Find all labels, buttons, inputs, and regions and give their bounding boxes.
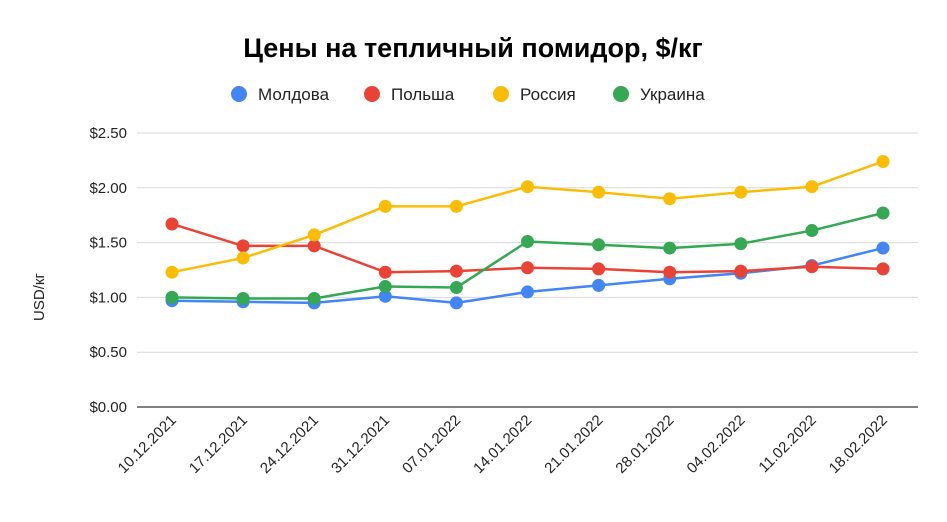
x-tick-label: 28.01.2022	[612, 412, 677, 477]
legend-label: Молдова	[258, 85, 330, 104]
series-3-point	[521, 180, 534, 194]
series-4-point	[236, 291, 250, 305]
series-4-point	[521, 235, 534, 249]
series-2-point	[734, 264, 748, 278]
y-tick-label: $0.00	[89, 399, 127, 416]
x-tick-label: 18.02.2022	[826, 412, 891, 477]
y-tick-label: $1.00	[89, 289, 127, 306]
series-2-point	[236, 239, 250, 253]
series-3-point	[663, 192, 677, 206]
series-2-point	[805, 260, 819, 274]
y-tick-label: $0.50	[89, 344, 127, 361]
legend-item: Молдова	[231, 85, 330, 104]
series-3-point	[876, 154, 890, 168]
series-3-point	[449, 199, 463, 213]
series-4-point	[663, 241, 677, 255]
series-1-point	[521, 285, 534, 299]
x-tick-label: 14.01.2022	[470, 412, 535, 477]
legend-item: Украина	[613, 85, 705, 104]
series-3-point	[734, 185, 748, 199]
x-tick-label: 07.01.2022	[399, 412, 464, 477]
series-2-point	[165, 217, 179, 231]
series-2-point	[521, 261, 534, 275]
series-2-point	[449, 264, 463, 278]
legend-label: Польша	[391, 85, 455, 104]
legend-marker	[613, 86, 629, 102]
legend-marker	[231, 86, 247, 102]
series-1-point	[378, 289, 392, 303]
legend: Молдова Польша Россия Украина	[231, 85, 705, 104]
series-2-point	[307, 239, 321, 253]
y-axis-ticks: $0.00 $0.50 $1.00 $1.50 $2.00 $2.50	[89, 125, 127, 416]
y-axis-title: USD/кг	[31, 273, 48, 321]
series-4-point	[307, 291, 321, 305]
series-3-line	[171, 160, 884, 274]
x-axis-ticks: 10.12.2021 17.12.2021 24.12.2021 31.12.2021…	[115, 412, 891, 477]
legend-marker	[493, 86, 509, 102]
series-3-point	[805, 180, 819, 194]
series-3-point	[307, 228, 321, 242]
series-4-point	[592, 238, 606, 252]
series-2-point	[663, 265, 677, 279]
x-tick-label: 10.12.2021	[115, 412, 180, 477]
legend-item: Польша	[364, 85, 455, 104]
legend-item: Россия	[493, 85, 576, 104]
series-4-point	[449, 281, 463, 295]
series-3-point	[592, 185, 606, 199]
series-4-point	[805, 224, 819, 238]
series-3-point	[236, 251, 250, 265]
series-group	[165, 154, 890, 310]
chart-title: Цены на тепличный помидор, $/кг	[243, 33, 703, 63]
series-4-point	[165, 290, 179, 304]
series-1-point	[592, 278, 606, 292]
x-tick-label: 24.12.2021	[257, 412, 322, 477]
series-4-point	[876, 206, 890, 220]
series-1-point	[449, 296, 463, 310]
y-tick-label: $2.00	[89, 180, 127, 197]
series-4-point	[734, 237, 748, 251]
x-tick-label: 21.01.2022	[541, 412, 606, 477]
y-tick-label: $2.50	[89, 125, 127, 142]
legend-label: Украина	[640, 85, 705, 104]
series-2-point	[876, 262, 890, 276]
series-2-point	[592, 262, 606, 276]
series-1-point	[876, 241, 890, 255]
series-2-point	[378, 265, 392, 279]
x-tick-label: 04.02.2022	[684, 412, 749, 477]
x-tick-label: 31.12.2021	[328, 412, 393, 477]
series-3-point	[378, 199, 392, 213]
y-tick-label: $1.50	[89, 235, 127, 252]
series-4-point	[378, 279, 392, 293]
x-tick-label: 17.12.2021	[186, 412, 251, 477]
series-3-point	[165, 265, 179, 279]
x-tick-label: 11.02.2022	[755, 412, 819, 476]
legend-marker	[364, 86, 380, 102]
legend-label: Россия	[520, 85, 576, 104]
